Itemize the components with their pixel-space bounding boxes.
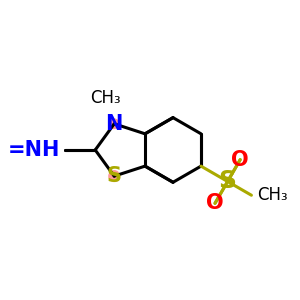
Text: CH₃: CH₃	[258, 186, 288, 204]
Text: O: O	[206, 193, 224, 213]
Text: N: N	[106, 114, 123, 134]
Text: S: S	[107, 166, 122, 186]
Text: S: S	[219, 169, 237, 194]
Circle shape	[110, 119, 119, 128]
Circle shape	[109, 171, 120, 182]
Text: O: O	[231, 150, 249, 169]
Text: =NH: =NH	[8, 140, 60, 160]
Text: CH₃: CH₃	[90, 89, 121, 107]
